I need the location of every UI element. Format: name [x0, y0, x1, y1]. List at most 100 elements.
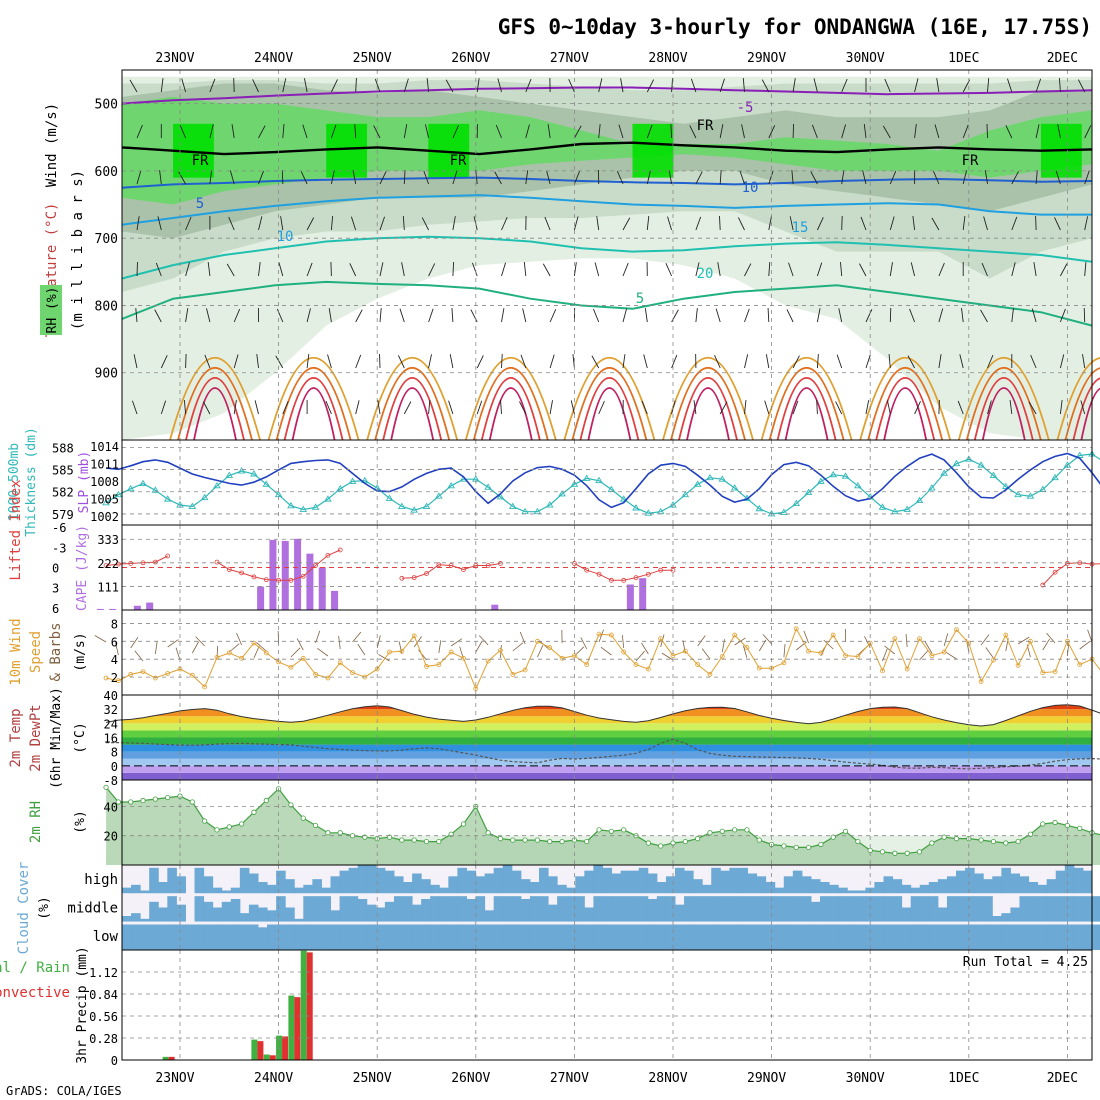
cloud-cell-middle-47 [548, 904, 558, 922]
wind-barb-12-0 [426, 78, 430, 93]
cloud-cell-middle-73 [783, 896, 794, 922]
wind-barb-6-1 [282, 124, 285, 139]
wind-barb-33-3 [931, 217, 940, 231]
cloud-cell-middle-20 [303, 896, 313, 922]
legend-rh2m-units: (%) [73, 810, 88, 833]
wind-barb-9-0 [355, 77, 357, 93]
precip-conv-bar-1 [257, 1041, 264, 1060]
date-label-bottom-4: 27NOV [550, 1071, 589, 1086]
wind-barb-28-2 [810, 171, 818, 185]
contour-label-4: FR [962, 153, 979, 169]
wind-barb-19-0 [598, 78, 603, 93]
cloud-cell-low-50 [575, 924, 585, 950]
wind-speed-point-25 [411, 633, 417, 639]
temp-band-1 [122, 765, 1092, 773]
wind-speed-point-43 [633, 662, 639, 667]
wind10m-barb-48 [697, 635, 706, 647]
cloud-cell-low-46 [539, 924, 549, 950]
y-tick-rh2m-1: 20 [104, 830, 118, 844]
precip-conv-bar-2 [269, 1055, 276, 1060]
temp-band-8 [122, 716, 1092, 724]
wind-barb-32-6 [907, 355, 915, 369]
thickness-point-58 [817, 477, 825, 484]
precip-conv-bar-5 [306, 952, 313, 1060]
cloud-cell-high-58 [647, 873, 658, 894]
cloud-cell-low-59 [656, 924, 667, 950]
cloud-cell-high-83 [874, 882, 884, 894]
wind-barb-16-1 [525, 124, 530, 139]
cloud-cell-high-41 [493, 867, 504, 894]
wind-barb-8-7 [325, 400, 332, 415]
rh2m-point-71 [978, 837, 984, 843]
cloud-cell-middle-72 [774, 896, 785, 922]
legend-temp-b: 2m DewPt [28, 704, 44, 771]
wind10m-barb-80 [1087, 629, 1093, 643]
cloud-cell-high-103 [1055, 870, 1066, 894]
wind-barb-8-1 [330, 124, 337, 139]
wind-barb-37-2 [1035, 170, 1038, 185]
wind-barb-24-2 [719, 170, 722, 185]
wind-barb-16-2 [525, 170, 529, 185]
cloud-cell-low-8 [194, 924, 205, 950]
lifted-line-seg-20 [216, 549, 341, 581]
wind10m-barb-10 [229, 643, 240, 653]
wind-barb-17-6 [549, 354, 555, 369]
thickness-point-56 [792, 499, 801, 507]
cloud-cell-low-28 [375, 924, 386, 950]
cloud-cell-high-98 [1010, 873, 1020, 894]
wind-speed-point-59 [830, 632, 836, 638]
wind-barb-29-4 [840, 262, 843, 277]
cloud-cell-high-64 [702, 884, 712, 894]
rh2m-point-72 [990, 838, 997, 845]
wind-barb-23-3 [695, 216, 702, 231]
wind-speed-point-48 [695, 662, 701, 667]
wind-barb-3-6 [204, 354, 211, 369]
wind-barb-10-1 [373, 125, 381, 139]
wind-barb-30-2 [862, 170, 867, 185]
wind10m-barb-24 [398, 641, 403, 655]
rh2m-point-17 [312, 822, 319, 829]
lifted-point-9 [214, 559, 220, 565]
wind-barb-20-2 [616, 171, 624, 185]
legend-cloud-units: (%) [37, 896, 52, 919]
cloud-cell-low-40 [484, 924, 495, 950]
cloud-cell-middle-59 [656, 896, 667, 922]
wind-barb-35-2 [984, 170, 988, 185]
cloud-cell-low-72 [774, 924, 785, 950]
wind-speed-point-37 [559, 655, 565, 661]
wind10m-barb-29 [459, 646, 464, 660]
cloud-cell-high-4 [158, 882, 168, 894]
warm-isotherm-6-0 [760, 357, 853, 441]
thickness-point-2 [126, 484, 135, 492]
wind-barb-20-0 [620, 78, 624, 93]
rh2m-point-7 [189, 799, 195, 805]
wind-barb-4-7 [233, 400, 237, 415]
thickness-point-23 [385, 494, 394, 501]
wind-speed-point-73 [1003, 632, 1009, 638]
cloud-cell-middle-12 [230, 899, 241, 922]
wind-barb-34-2 [962, 170, 968, 185]
cloud-cell-middle-85 [892, 896, 903, 922]
rh2m-point-56 [793, 844, 799, 851]
cloud-cell-low-12 [230, 924, 241, 950]
wind10m-barb-79 [1079, 640, 1091, 650]
wind-barb-17-7 [549, 400, 553, 415]
cloud-cell-low-65 [711, 924, 721, 950]
cloud-cell-low-33 [421, 924, 431, 950]
cloud-cell-middle-27 [366, 904, 377, 922]
wind-barb-36-4 [1011, 262, 1016, 277]
wind-barb-27-3 [789, 216, 794, 231]
cloud-cell-middle-87 [910, 896, 921, 922]
wind10m-barb-41 [600, 646, 612, 656]
cape-bar-18 [318, 567, 326, 610]
cloud-cell-high-81 [856, 890, 866, 894]
wind-barb-31-6 [888, 354, 891, 369]
cloud-cell-middle-16 [267, 910, 277, 922]
wind-barb-39-4 [1084, 262, 1087, 277]
rh2m-point-25 [411, 837, 417, 843]
wind-barb-21-2 [646, 170, 651, 185]
cloud-cell-middle-29 [384, 901, 395, 922]
wind-barb-22-7 [671, 400, 676, 415]
wind10m-barb-30 [475, 640, 483, 653]
